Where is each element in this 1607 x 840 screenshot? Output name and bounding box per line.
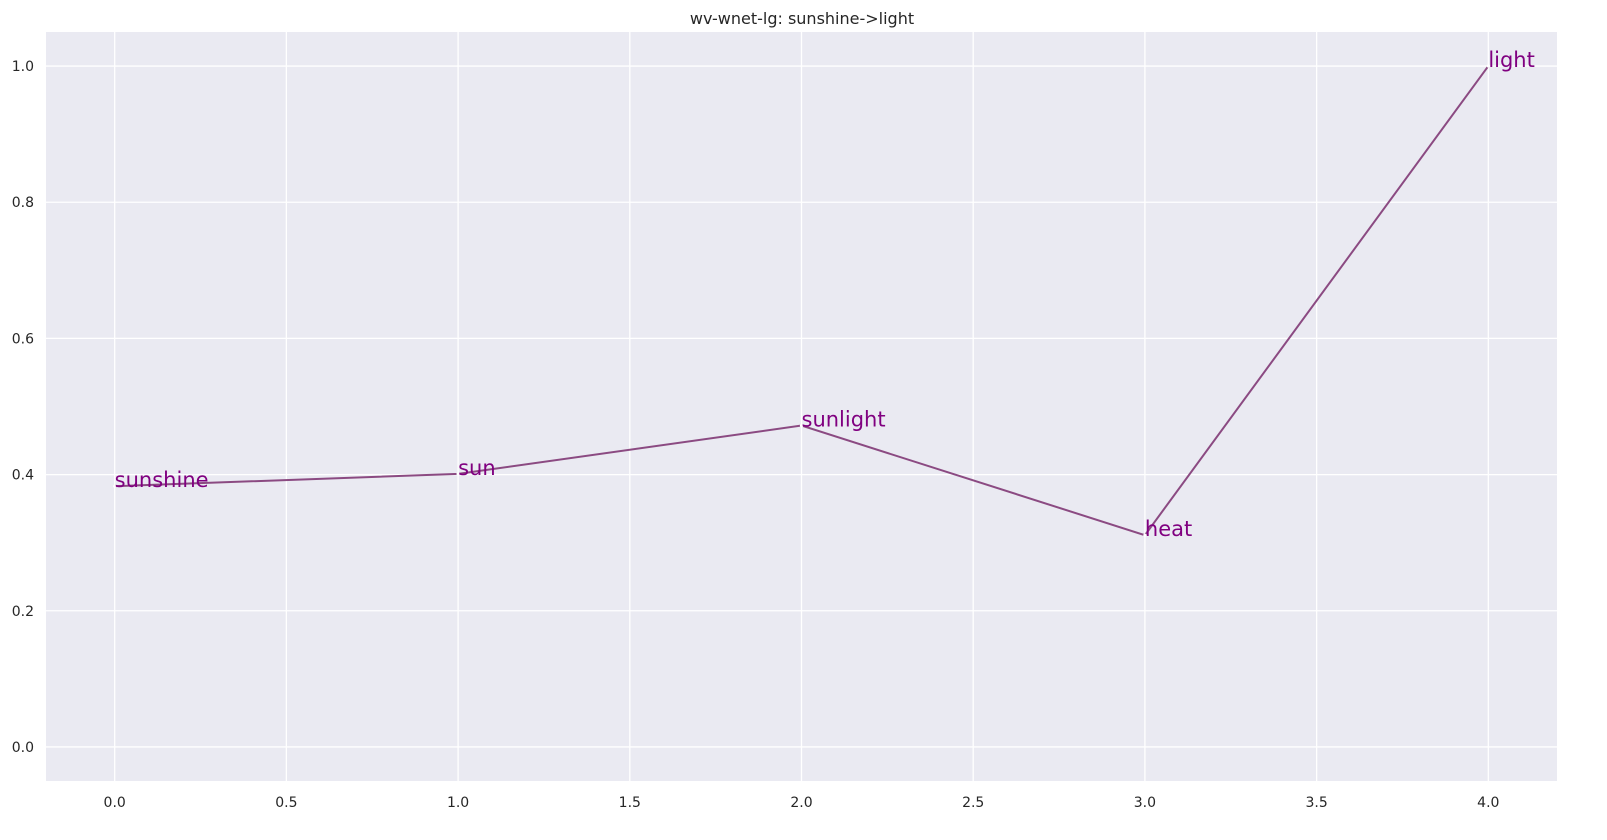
- x-tick-label: 2.0: [790, 795, 812, 811]
- point-label: sun: [458, 456, 496, 480]
- point-label: heat: [1145, 517, 1192, 541]
- point-label: sunshine: [115, 468, 209, 492]
- point-label: sunlight: [802, 408, 886, 432]
- data-point: [799, 423, 804, 428]
- x-tick-label: 1.5: [619, 795, 641, 811]
- y-tick-label: 0.4: [12, 468, 34, 484]
- y-axis-ticks: 0.0 0.2 0.4 0.6 0.8 1.0: [12, 59, 34, 756]
- data-point: [1143, 533, 1147, 537]
- x-tick-label: 3.5: [1305, 795, 1327, 811]
- y-tick-label: 0.0: [12, 740, 34, 756]
- x-tick-label: 0.0: [104, 795, 126, 811]
- point-labels: sunshine sun sunlight heat light: [115, 48, 1535, 541]
- y-tick-label: 1.0: [12, 59, 34, 75]
- point-label: light: [1488, 48, 1535, 72]
- data-point: [113, 484, 117, 488]
- data-point: [1486, 64, 1490, 68]
- grid-lines: [46, 32, 1557, 781]
- x-axis-ticks: 0.0 0.5 1.0 1.5 2.0 2.5 3.0 3.5 4.0: [104, 795, 1500, 811]
- x-tick-label: 2.5: [962, 795, 984, 811]
- x-tick-label: 4.0: [1477, 795, 1499, 811]
- chart-title: wv-wnet-lg: sunshine->light: [690, 9, 914, 28]
- x-tick-label: 1.0: [447, 795, 469, 811]
- y-tick-label: 0.8: [12, 195, 34, 211]
- data-point: [456, 472, 460, 476]
- y-tick-label: 0.2: [12, 604, 34, 620]
- series-group: [113, 64, 1490, 537]
- x-tick-label: 3.0: [1134, 795, 1156, 811]
- y-tick-label: 0.6: [12, 331, 34, 347]
- x-tick-label: 0.5: [275, 795, 297, 811]
